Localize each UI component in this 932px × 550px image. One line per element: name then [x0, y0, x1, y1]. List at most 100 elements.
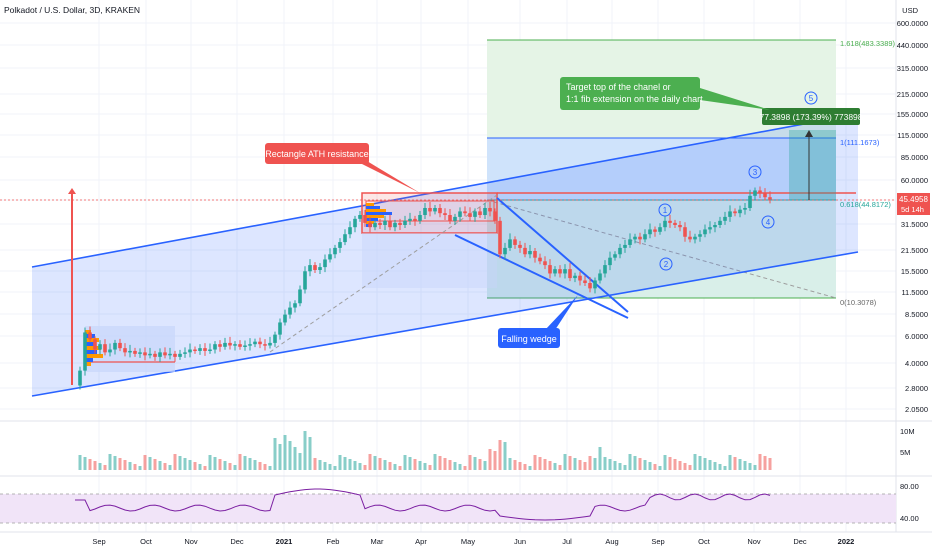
time-tick: Feb — [327, 537, 340, 546]
volume-bar — [93, 461, 97, 470]
volume-bar — [583, 462, 587, 470]
volume-bar — [353, 461, 357, 470]
candle-body — [248, 344, 252, 346]
callout-target[interactable]: Target top of the chanel or 1:1 fib exte… — [560, 77, 770, 110]
time-tick: Jul — [562, 537, 572, 546]
volume-bar — [183, 458, 187, 470]
rsi-tick-80: 80.00 — [900, 482, 919, 491]
volume-bar — [623, 465, 627, 470]
candle-body — [558, 269, 562, 274]
candle-body — [693, 236, 697, 240]
candle-body — [148, 353, 152, 356]
time-tick: Nov — [747, 537, 761, 546]
current-price-label-bg — [897, 193, 930, 215]
callout-falling-wedge[interactable]: Falling wedge — [498, 295, 578, 348]
candle-body — [668, 220, 672, 223]
volume-bar — [303, 431, 307, 470]
candle-body — [428, 207, 432, 212]
volume-bar — [378, 458, 382, 470]
measure-box — [789, 130, 836, 200]
candle-body — [488, 207, 492, 212]
candle-body — [338, 242, 342, 248]
volume-bar — [448, 460, 452, 470]
candle-body — [193, 349, 197, 352]
candle-body — [203, 348, 207, 351]
callout-wedge-text: Falling wedge — [501, 334, 557, 344]
price-tick: 11.5000 — [901, 288, 928, 297]
candle-body — [708, 227, 712, 230]
volume-bar — [513, 460, 517, 470]
candle-body — [288, 307, 292, 315]
candle-body — [358, 215, 362, 219]
candle-body — [153, 353, 157, 357]
volume-bar — [348, 459, 352, 470]
candle-body — [283, 314, 287, 323]
volume-bar — [478, 459, 482, 470]
volume-bar — [418, 461, 422, 470]
time-axis[interactable]: Sep Oct Nov Dec 2021 Feb Mar Apr May Jun Jul Aug Sep… — [92, 537, 854, 546]
candle-body — [268, 342, 272, 346]
volume-bar — [693, 454, 697, 470]
candle-body — [328, 254, 332, 260]
candle-body — [763, 193, 767, 198]
candle-body — [508, 239, 512, 248]
rsi-band — [0, 494, 896, 523]
volume-bar — [438, 456, 442, 470]
candle-body — [478, 211, 482, 216]
rsi-tick-40: 40.00 — [900, 514, 919, 523]
candle-body — [653, 229, 657, 232]
candle-body — [438, 207, 442, 214]
volume-bar — [318, 460, 322, 470]
candle-body — [343, 234, 347, 243]
wave-3-circle — [748, 165, 762, 179]
volume-bar — [558, 465, 562, 470]
callout-wedge-bg — [498, 328, 560, 348]
volume-bar — [718, 464, 722, 470]
volume-bar — [723, 466, 727, 470]
candle-body — [623, 244, 627, 248]
candle-body — [323, 259, 327, 268]
volume-bar — [703, 458, 707, 470]
volume-bar — [163, 463, 167, 470]
candle-body — [168, 353, 172, 356]
candle-body — [218, 344, 222, 347]
candle-body — [408, 218, 412, 221]
candle-body — [593, 280, 597, 289]
wave-4-label: 4 — [766, 218, 771, 227]
current-price-value: 45.4958 — [899, 195, 928, 204]
volume-bar — [238, 454, 242, 470]
volume-bar — [743, 461, 747, 470]
volume-tick-10m: 10M — [900, 427, 915, 436]
wave-1-circle — [658, 203, 672, 217]
callout-rect-ath-text: Rectangle ATH resistance — [265, 149, 368, 159]
candle-body — [103, 344, 107, 353]
volume-bar — [468, 455, 472, 470]
fib-label-1618: 1.618(483.3389) — [840, 39, 896, 48]
volume-bar — [173, 454, 177, 470]
candle-body — [588, 283, 592, 289]
volume-bar — [528, 466, 532, 470]
volume-bar — [263, 464, 267, 470]
fib-label-0: 0(10.3078) — [840, 298, 877, 307]
volume-bar — [458, 464, 462, 470]
volume-bar — [638, 458, 642, 470]
falling-wedge — [454, 197, 629, 319]
price-axis[interactable]: USD 600.0000 440.0000 315.0000 215.0000 155.… — [897, 6, 928, 414]
time-tick: 2021 — [276, 537, 293, 546]
candle-body — [158, 352, 162, 357]
callout-rect-ath[interactable]: Rectangle ATH resistance — [265, 143, 420, 193]
candle-body — [228, 342, 232, 346]
volume-bar — [683, 463, 687, 470]
volume-bar — [308, 437, 312, 470]
volume-bar — [543, 459, 547, 470]
candle-body — [363, 215, 367, 223]
candle-body — [353, 218, 357, 228]
volume-bar — [628, 454, 632, 470]
candle-body — [733, 211, 737, 214]
candle-body — [213, 344, 217, 350]
wave-3-label: 3 — [753, 168, 758, 177]
chart-title: Polkadot / U.S. Dollar, 3D, KRAKEN — [4, 5, 140, 15]
volume-bar — [98, 463, 102, 470]
candle-body — [483, 207, 487, 216]
